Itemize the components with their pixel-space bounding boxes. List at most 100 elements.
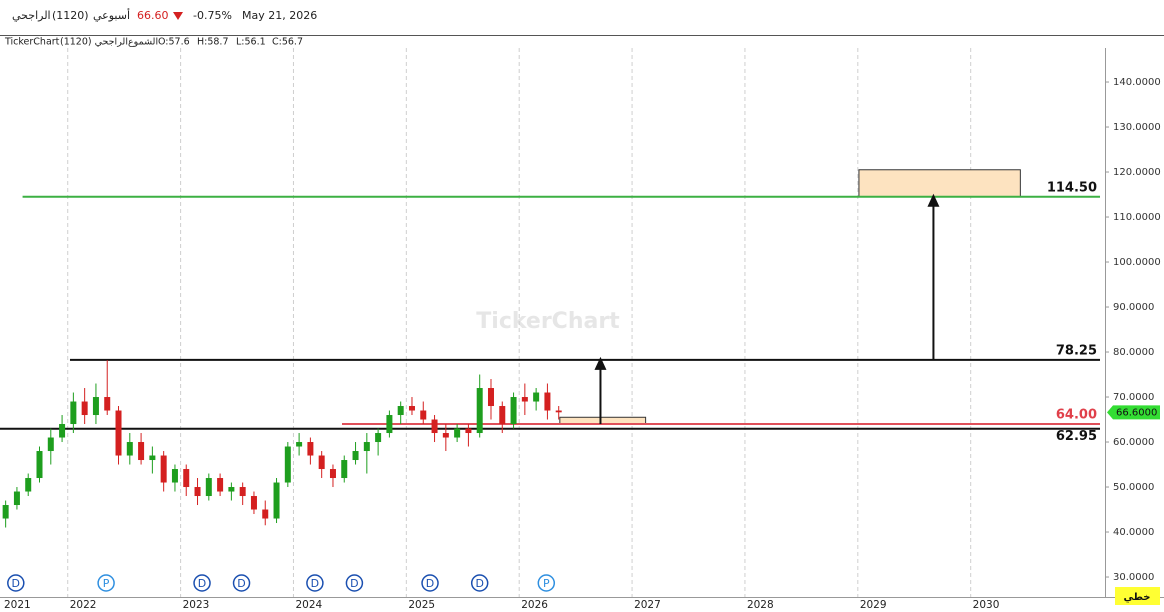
candle-body	[307, 442, 314, 456]
event-marker[interactable]	[232, 574, 251, 592]
event-marker[interactable]	[193, 574, 211, 592]
event-marker[interactable]	[470, 574, 489, 592]
candle-body	[160, 455, 167, 483]
x-tick-label: 2026	[521, 599, 548, 611]
candle-body	[70, 401, 77, 425]
x-tick-label: 2025	[408, 599, 435, 611]
price-tag	[1107, 405, 1160, 420]
event-marker[interactable]	[7, 574, 25, 592]
candle-body	[194, 487, 201, 497]
candle-body	[533, 392, 540, 402]
event-label: P	[543, 577, 550, 590]
mode-button-label[interactable]: خطي	[1123, 592, 1150, 603]
candle-body	[250, 496, 257, 510]
target-box	[858, 169, 1021, 198]
y-tick-label: 110.0000	[1113, 212, 1161, 223]
info-open: O:57.6	[158, 37, 190, 48]
candle-body	[296, 442, 303, 447]
y-tick-label: 40.0000	[1113, 527, 1154, 538]
candle-body	[92, 397, 99, 416]
level-label: 114.50	[1047, 180, 1097, 195]
candle-body	[36, 451, 43, 479]
candle-body	[510, 397, 517, 425]
change: -0.75%	[193, 9, 232, 22]
candle-body	[544, 392, 551, 411]
event-label: D	[426, 577, 434, 590]
candle-body	[386, 415, 393, 434]
mode-button[interactable]	[1115, 587, 1160, 605]
candle-body	[273, 482, 280, 519]
y-tick-label: 50.0000	[1113, 482, 1154, 493]
candle-body	[13, 491, 20, 506]
arrow-head	[927, 193, 940, 207]
event-marker[interactable]	[306, 574, 324, 592]
y-tick-label: 140.0000	[1113, 77, 1161, 88]
candle-body	[104, 397, 111, 411]
symbol-code: (1120)	[52, 9, 89, 22]
info-kind: الشموع	[128, 37, 158, 48]
period[interactable]: أسبوعي	[93, 8, 130, 22]
candle-body	[262, 509, 269, 519]
candle-body	[126, 442, 133, 456]
candle-body	[408, 406, 415, 411]
candle-body	[341, 460, 348, 479]
event-marker[interactable]	[345, 574, 364, 592]
y-tick-label: 30.0000	[1113, 572, 1154, 583]
date: May 21, 2026	[242, 9, 317, 22]
candle-body	[239, 487, 246, 497]
candle-body	[476, 388, 483, 434]
event-label: D	[237, 577, 245, 590]
candle-body	[47, 437, 54, 452]
candle-body	[363, 442, 370, 452]
y-tick-label: 100.0000	[1113, 257, 1161, 268]
event-label: D	[350, 577, 358, 590]
y-tick-label: 120.0000	[1113, 167, 1161, 178]
candle-body	[442, 433, 449, 438]
info-line: TickerChart الراجحي (1120) الشموع O:57.6…	[4, 37, 303, 48]
event-label: D	[12, 577, 20, 590]
x-tick-label: 2023	[183, 599, 210, 611]
y-tick-label: 60.0000	[1113, 437, 1154, 448]
candle-body	[397, 406, 404, 416]
candle-body	[420, 410, 427, 420]
candle-body	[205, 478, 212, 497]
candle-body	[138, 442, 145, 461]
level-label: 78.25	[1056, 343, 1097, 358]
x-tick-label: 2030	[973, 599, 1000, 611]
candle-body	[149, 455, 156, 461]
x-tick-label: 2028	[747, 599, 774, 611]
y-tick-label: 90.0000	[1113, 302, 1154, 313]
candle-body	[183, 469, 190, 488]
candle-body	[318, 455, 325, 470]
candle-body	[284, 446, 291, 483]
x-tick-label: 2022	[70, 599, 97, 611]
arrow-head	[594, 356, 607, 370]
candle-body	[228, 487, 235, 492]
x-tick-label: 2024	[295, 599, 322, 611]
info-source: TickerChart	[4, 37, 60, 48]
candle-body	[25, 478, 32, 492]
event-marker[interactable]	[421, 574, 439, 592]
candle-body	[59, 424, 66, 438]
info-symbol: الراجحي (1120)	[60, 37, 128, 48]
candle-body	[499, 406, 506, 425]
x-tick-label: 2027	[634, 599, 661, 611]
event-label: D	[198, 577, 206, 590]
candle-body	[454, 428, 461, 438]
event-label: D	[475, 577, 483, 590]
candle-body	[2, 505, 9, 519]
candle-body	[487, 388, 494, 407]
event-marker[interactable]	[537, 574, 556, 592]
event-marker[interactable]	[97, 574, 115, 592]
y-tick-label: 130.0000	[1113, 122, 1161, 133]
down-triangle	[173, 12, 183, 20]
candle-body	[465, 428, 472, 434]
candle-body	[375, 433, 382, 443]
candle-body	[81, 401, 88, 416]
candle-body	[431, 419, 438, 434]
y-tick-label: 80.0000	[1113, 347, 1154, 358]
info-high: H:58.7	[197, 37, 229, 48]
level-label: 62.95	[1056, 429, 1097, 444]
candle-body	[521, 397, 528, 402]
